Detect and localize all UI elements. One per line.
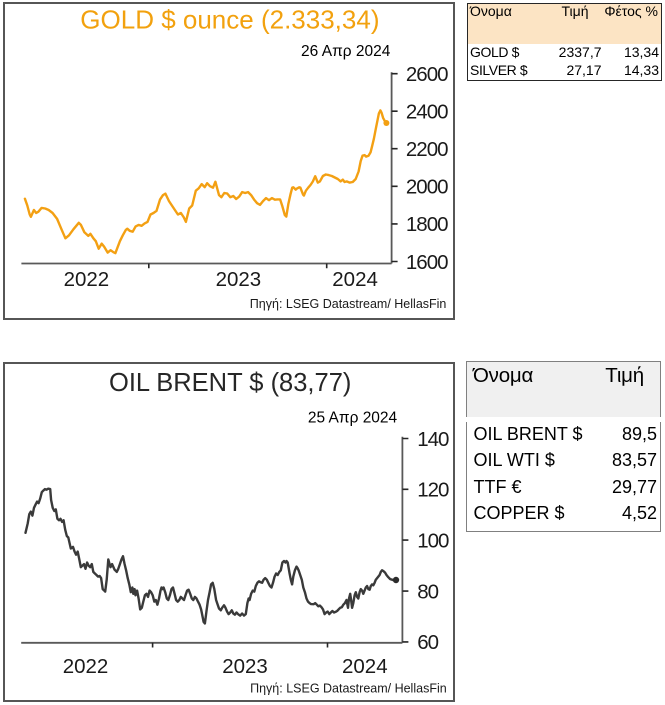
svg-text:2600: 2600 xyxy=(405,63,447,86)
svg-text:1800: 1800 xyxy=(405,213,447,236)
svg-text:25 Απρ 2024: 25 Απρ 2024 xyxy=(308,410,398,427)
svg-text:2022: 2022 xyxy=(63,268,109,291)
svg-text:OIL BRENT $ (83,77): OIL BRENT $ (83,77) xyxy=(109,369,351,397)
svg-text:Πηγή: LSEG Datastream/ HellasF: Πηγή: LSEG Datastream/ HellasFin xyxy=(249,297,446,311)
svg-text:60: 60 xyxy=(417,631,438,654)
svg-text:120: 120 xyxy=(417,479,449,502)
svg-text:100: 100 xyxy=(417,530,449,553)
svg-text:2023: 2023 xyxy=(222,655,268,678)
svg-text:GOLD $ ounce (2.333,34): GOLD $ ounce (2.333,34) xyxy=(80,5,379,35)
svg-text:80: 80 xyxy=(417,581,438,604)
svg-text:26 Απρ 2024: 26 Απρ 2024 xyxy=(301,43,391,60)
svg-text:2024: 2024 xyxy=(332,268,378,291)
svg-text:2022: 2022 xyxy=(62,655,108,678)
svg-text:2023: 2023 xyxy=(215,268,261,291)
svg-text:2200: 2200 xyxy=(405,138,447,161)
svg-text:2000: 2000 xyxy=(405,176,447,199)
svg-text:2024: 2024 xyxy=(342,655,388,678)
svg-text:1600: 1600 xyxy=(405,251,447,274)
svg-text:2400: 2400 xyxy=(405,101,447,124)
svg-text:Πηγή: LSEG Datastream/ HellasF: Πηγή: LSEG Datastream/ HellasFin xyxy=(250,682,447,696)
svg-text:140: 140 xyxy=(417,428,449,451)
